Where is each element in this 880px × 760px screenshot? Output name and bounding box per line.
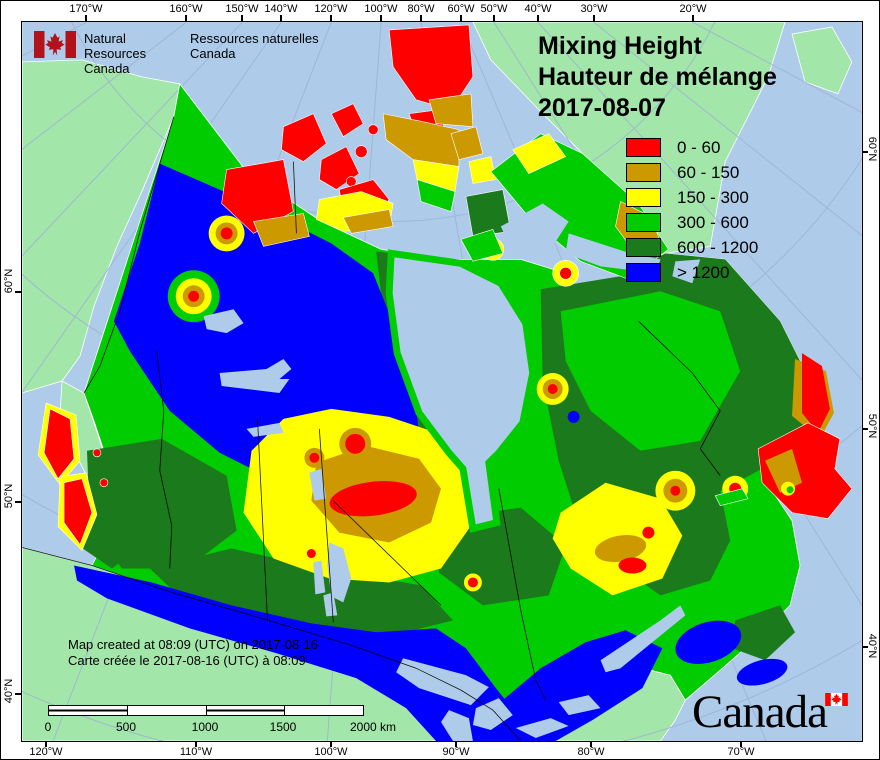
axis-label: 60°N (3, 268, 15, 294)
legend-row: 300 - 600 (626, 210, 758, 235)
title-en: Mixing Height (538, 32, 702, 60)
canada-flag-icon (34, 31, 76, 58)
creation-note-en: Map created at 08:09 (UTC) on 2017-08-16 (68, 637, 319, 652)
lake-ontario (558, 695, 601, 716)
legend-label: > 1200 (677, 262, 730, 282)
alaska (22, 59, 181, 394)
water-bodies (203, 203, 701, 741)
foxe-basin (500, 203, 569, 254)
st-lawrence (600, 605, 686, 673)
creation-note: Map created at 08:09 (UTC) on 2017-08-16… (68, 637, 318, 668)
canada-mixing-height-map (22, 22, 862, 741)
legend-swatch-0-60 (626, 138, 661, 157)
axis-label: 100°W (314, 746, 348, 758)
lake-erie (515, 718, 569, 739)
prairie-bullseye (243, 408, 482, 592)
axis-label: 30°W (580, 3, 608, 15)
axis-label: 150°W (225, 3, 259, 15)
great-bear-lake (203, 309, 244, 334)
title-fr: Hauteur de mélange (538, 63, 777, 91)
axis-label: 90°W (442, 746, 470, 758)
legend-swatch-150-300 (626, 188, 661, 207)
legend-row: 600 - 1200 (626, 235, 758, 260)
axis-label: 50°N (866, 413, 878, 439)
arctic-islands (37, 24, 669, 552)
axis-label: 20°W (679, 3, 707, 15)
axis-label: 70°W (727, 746, 755, 758)
legend-swatch-300-600 (626, 213, 661, 232)
lake-winnipeg (327, 542, 352, 603)
lake-huron (472, 698, 513, 731)
axis-label: 120°W (314, 3, 348, 15)
eastern-features (536, 353, 853, 596)
canada-wordmark: Canada (692, 686, 828, 738)
northwest-bullseyes (167, 215, 245, 323)
nrcan-en-line1: Natural Resources (84, 31, 147, 61)
nrcan-fr-line2: Canada (190, 46, 236, 61)
ungava-bay (672, 259, 701, 284)
axis-label: 100°W (364, 3, 398, 15)
legend-row: > 1200 (626, 260, 758, 285)
legend-label: 300 - 600 (677, 212, 749, 232)
map-frame (21, 21, 863, 742)
legend-label: 60 - 150 (677, 162, 740, 182)
legend-label: 600 - 1200 (677, 237, 759, 257)
legend-row: 150 - 300 (626, 185, 758, 210)
great-slave-lake (219, 359, 292, 393)
scale-label: 500 (115, 720, 137, 734)
title-date: 2017-08-07 (538, 94, 666, 122)
axis-label: 110°W (179, 746, 213, 758)
axis-label: 120°W (29, 746, 63, 758)
axis-label: 140°W (264, 3, 298, 15)
nrcan-header: Natural Resources Canada Ressources natu… (34, 31, 319, 76)
axis-label: 50°N (3, 483, 15, 509)
legend-label: 0 - 60 (677, 137, 721, 157)
scale-label: 0 (44, 720, 52, 734)
axis-label: 80°W (577, 746, 605, 758)
quebec-green-patch (560, 291, 741, 451)
axis-label: 170°W (69, 3, 103, 15)
axis-label: 80°W (407, 3, 435, 15)
borders (22, 116, 721, 741)
legend-swatch-60-150 (626, 163, 661, 182)
creation-note-fr: Carte créée le 2017-08-16 (UTC) à 08:09 (68, 652, 306, 668)
map-title: Mixing Height Hauteur de mélange 2017-08… (538, 31, 777, 124)
axis-label: 160°W (169, 3, 203, 15)
legend-swatch-600-1200 (626, 238, 661, 257)
axis-label: 60°N (866, 136, 878, 162)
legend-row: 60 - 150 (626, 160, 758, 185)
scale-label: 1500 (269, 720, 297, 734)
wordmark-flag-icon (825, 693, 848, 706)
greenland (472, 22, 786, 254)
legend-swatch-gt-1200 (626, 263, 661, 282)
reindeer-lake (309, 468, 327, 501)
nrcan-en-line2: Canada (84, 61, 130, 76)
hudson-bay (385, 249, 537, 533)
lake-athabasca (246, 422, 284, 437)
scale-label: 1000 (191, 720, 219, 734)
scale-label: 2000 km (349, 720, 397, 734)
iceland-island (791, 26, 853, 95)
axis-label: 50°W (480, 3, 508, 15)
legend-label: 150 - 300 (677, 187, 749, 207)
legend-row: 0 - 60 (626, 135, 758, 160)
axis-label: 40°N (3, 678, 15, 704)
nrcan-fr-line1: Ressources naturelles (190, 31, 319, 46)
lake-michigan (441, 710, 473, 741)
scale-bar (48, 705, 364, 716)
legend: 0 - 60 60 - 150 150 - 300 300 - 600 600 … (626, 135, 758, 285)
axis-label: 40°W (524, 3, 552, 15)
axis-label: 60°W (447, 3, 475, 15)
